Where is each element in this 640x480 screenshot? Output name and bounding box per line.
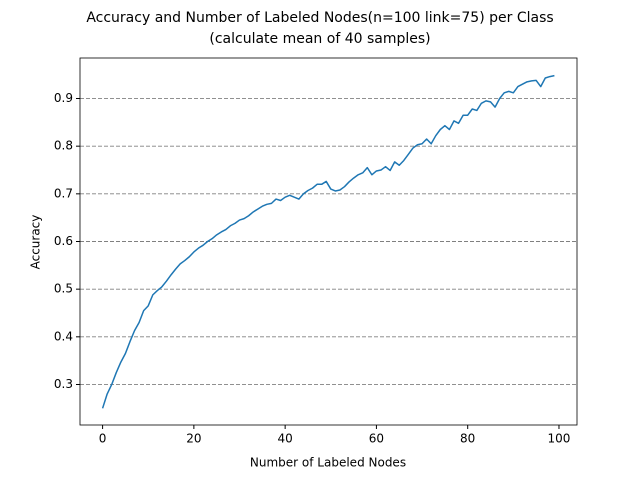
x-tick-label: 40 xyxy=(278,432,293,446)
y-tick-label: 0.5 xyxy=(54,282,73,296)
y-tick-label: 0.8 xyxy=(54,139,73,153)
chart-subtitle: (calculate mean of 40 samples) xyxy=(209,31,430,47)
y-tick-label: 0.3 xyxy=(54,377,73,391)
plot-frame xyxy=(79,57,578,426)
x-tick-label: 0 xyxy=(99,432,107,446)
x-tick-label: 80 xyxy=(460,432,475,446)
y-tick-label: 0.9 xyxy=(54,91,73,105)
x-tick-label: 100 xyxy=(548,432,571,446)
y-tick-label: 0.6 xyxy=(54,234,73,248)
data-line xyxy=(101,74,555,409)
x-tick-label: 20 xyxy=(186,432,201,446)
y-tick-label: 0.7 xyxy=(54,186,73,200)
x-tick-label: 60 xyxy=(369,432,384,446)
chart-title: Accuracy and Number of Labeled Nodes(n=1… xyxy=(86,10,553,26)
y-tick-label: 0.4 xyxy=(54,329,73,343)
x-axis-label: Number of Labeled Nodes xyxy=(250,456,406,470)
y-axis-label: Accuracy xyxy=(29,215,43,270)
